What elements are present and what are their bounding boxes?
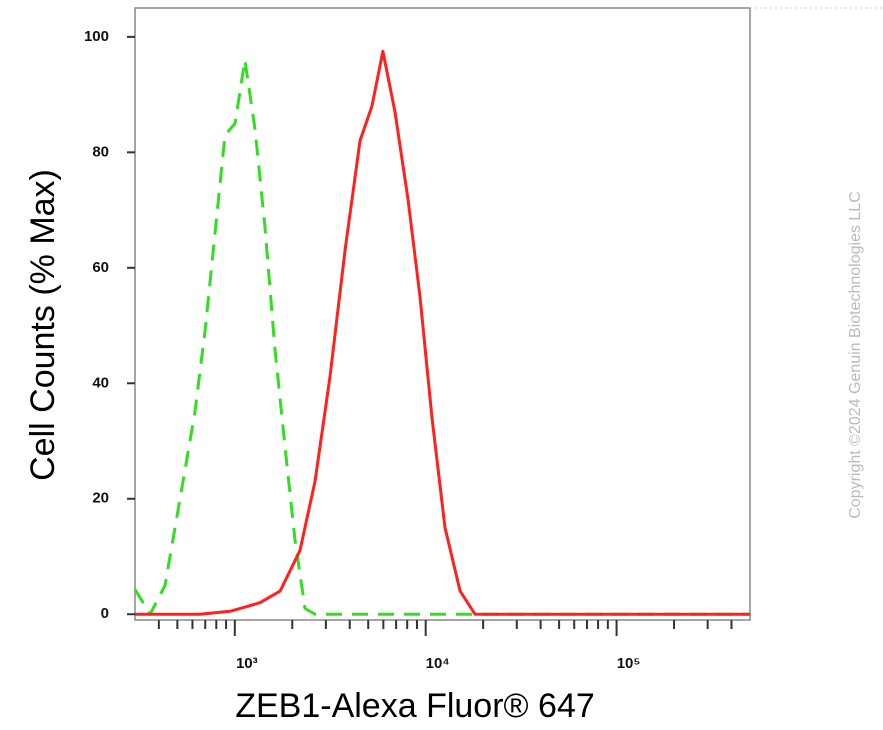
histogram-line xyxy=(135,49,750,616)
x-tick-label: 10³ xyxy=(236,655,258,672)
plot-frame xyxy=(134,7,751,621)
y-axis-label: Cell Counts (% Max) xyxy=(24,169,62,481)
y-tick-label: 40 xyxy=(92,374,109,391)
y-tick-label: 0 xyxy=(101,605,109,622)
watermark: Copyright ©2024 Genuin Biotechnologies L… xyxy=(847,191,864,519)
y-tick-label: 80 xyxy=(92,143,109,160)
y-tick-label: 60 xyxy=(92,259,109,276)
y-tick-label: 20 xyxy=(92,490,109,507)
y-tick-label: 100 xyxy=(84,28,109,45)
x-axis-label: ZEB1-Alexa Fluor® 647 xyxy=(235,687,595,725)
x-tick-label: 10⁵ xyxy=(617,655,641,672)
histogram-line xyxy=(133,58,750,616)
x-tick-label: 10⁴ xyxy=(426,655,450,672)
